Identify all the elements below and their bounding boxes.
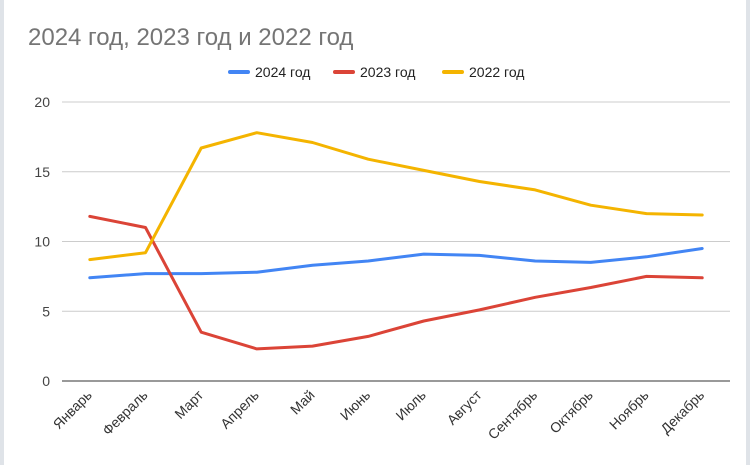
y-axis-ticks: 0 5 10 15 20 (34, 94, 50, 389)
x-tick-label: Сентябрь (485, 387, 541, 443)
legend-label: 2022 год (469, 64, 524, 80)
y-tick-label: 15 (34, 164, 50, 180)
x-tick-label: Апрель (217, 387, 262, 432)
x-tick-label: Декабрь (657, 387, 707, 437)
x-tick-label: Февраль (99, 387, 151, 439)
x-tick-label: Октябрь (546, 387, 596, 437)
x-tick-label: Январь (50, 387, 95, 432)
legend-item: 2024 год (228, 64, 310, 80)
frame-right-edge (746, 0, 750, 465)
series-line (88, 131, 704, 262)
chart-title: 2024 год, 2023 год и 2022 год (28, 24, 353, 51)
frame-left-edge (0, 0, 4, 465)
series-lines (88, 131, 704, 351)
y-tick-label: 10 (34, 234, 50, 250)
x-tick-label: Июнь (337, 387, 373, 423)
y-tick-label: 20 (34, 94, 50, 110)
x-tick-label: Май (287, 387, 318, 418)
legend-item: 2022 год (442, 64, 524, 80)
series-line (88, 214, 704, 351)
series-line (88, 247, 704, 280)
legend: 2024 год 2023 год 2022 год (228, 64, 524, 80)
x-tick-label: Июль (392, 387, 429, 424)
x-tick-label: Март (171, 386, 206, 421)
x-tick-label: Ноябрь (606, 387, 652, 433)
legend-label: 2023 год (360, 64, 415, 80)
legend-label: 2024 год (255, 64, 310, 80)
legend-item: 2023 год (333, 64, 415, 80)
y-tick-label: 0 (42, 373, 50, 389)
gridlines (62, 101, 730, 382)
y-tick-label: 5 (42, 303, 50, 319)
x-tick-label: Август (444, 386, 486, 428)
x-axis-ticks: Январь Февраль Март Апрель Май Июнь Июль Август… (50, 386, 708, 442)
